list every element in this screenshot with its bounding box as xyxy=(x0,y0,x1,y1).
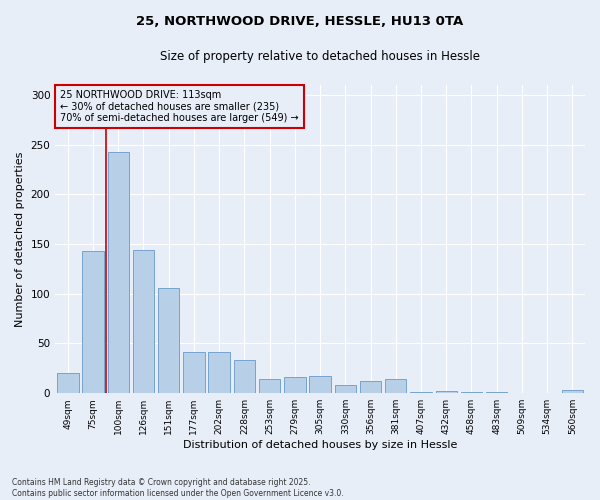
Y-axis label: Number of detached properties: Number of detached properties xyxy=(15,152,25,327)
Bar xyxy=(310,376,331,393)
Bar xyxy=(562,390,583,393)
Bar xyxy=(233,360,255,393)
Bar xyxy=(410,392,432,393)
Bar xyxy=(208,352,230,393)
Bar xyxy=(284,378,305,393)
Title: Size of property relative to detached houses in Hessle: Size of property relative to detached ho… xyxy=(160,50,480,63)
Bar xyxy=(461,392,482,393)
Bar xyxy=(385,380,406,393)
X-axis label: Distribution of detached houses by size in Hessle: Distribution of detached houses by size … xyxy=(183,440,457,450)
Bar xyxy=(107,152,129,393)
Bar xyxy=(82,251,104,393)
Bar xyxy=(486,392,508,393)
Bar xyxy=(335,386,356,393)
Bar xyxy=(360,382,381,393)
Bar xyxy=(436,391,457,393)
Bar xyxy=(259,380,280,393)
Text: Contains HM Land Registry data © Crown copyright and database right 2025.
Contai: Contains HM Land Registry data © Crown c… xyxy=(12,478,344,498)
Bar xyxy=(133,250,154,393)
Bar xyxy=(158,288,179,393)
Bar xyxy=(57,374,79,393)
Text: 25 NORTHWOOD DRIVE: 113sqm
← 30% of detached houses are smaller (235)
70% of sem: 25 NORTHWOOD DRIVE: 113sqm ← 30% of deta… xyxy=(60,90,299,123)
Bar xyxy=(183,352,205,393)
Text: 25, NORTHWOOD DRIVE, HESSLE, HU13 0TA: 25, NORTHWOOD DRIVE, HESSLE, HU13 0TA xyxy=(136,15,464,28)
